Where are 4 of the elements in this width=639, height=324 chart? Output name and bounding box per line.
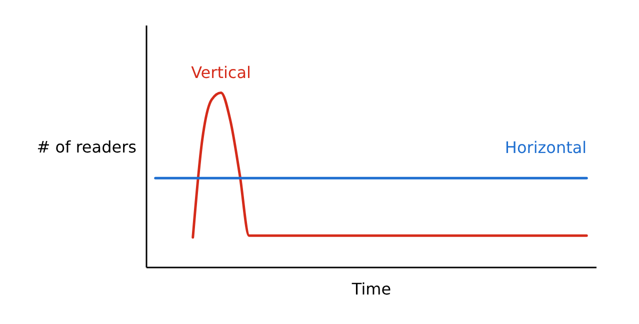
x-axis-title: Time <box>350 280 392 298</box>
y-axis-title: # of readers <box>36 138 136 156</box>
series-label: Horizontal <box>504 138 587 158</box>
series-label: Vertical <box>191 62 251 82</box>
